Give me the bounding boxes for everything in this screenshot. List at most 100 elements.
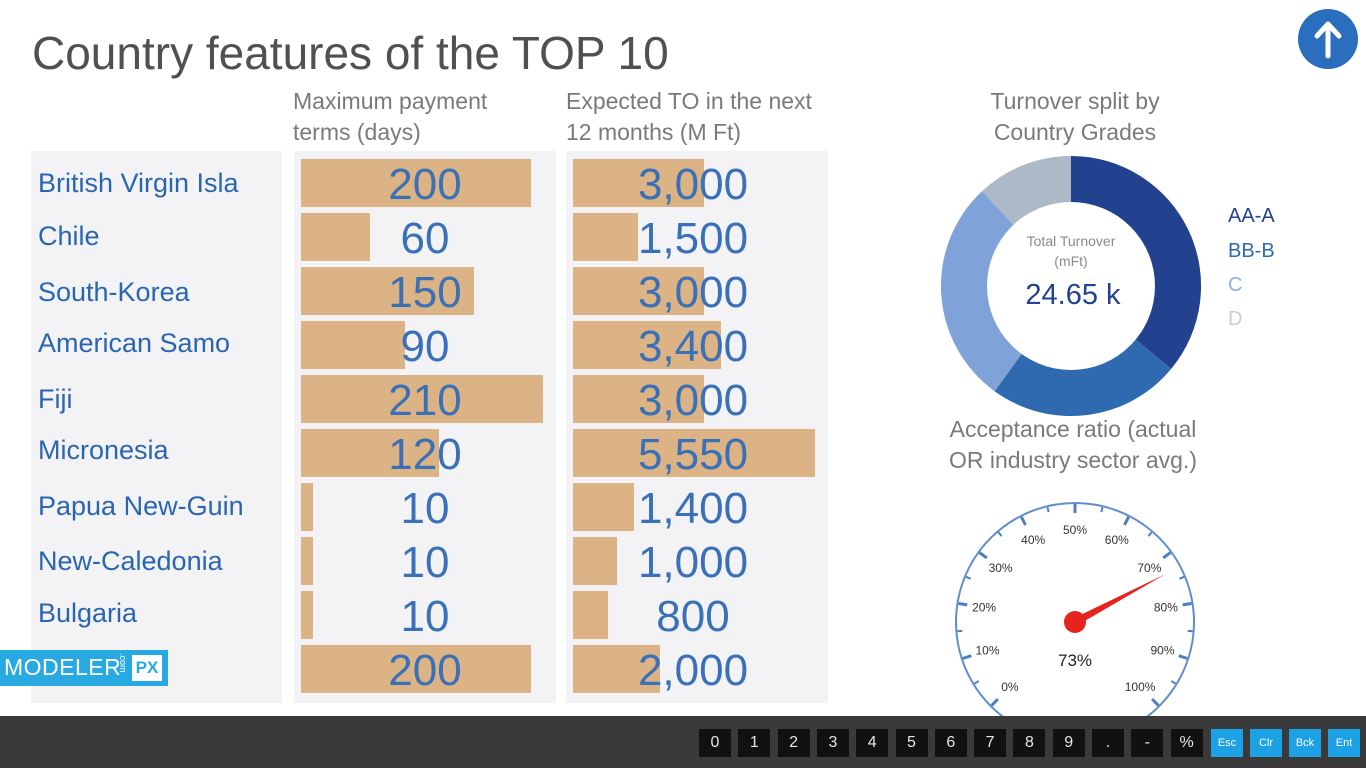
keypad-key[interactable]: 9 — [1052, 729, 1085, 757]
arrow-up-icon — [1314, 21, 1342, 59]
gauge-tick — [1182, 602, 1192, 607]
turnover-value: 5,550 — [637, 430, 749, 479]
payment-value: 200 — [388, 160, 462, 209]
gauge-tick — [965, 575, 971, 580]
gauge-tick — [1162, 551, 1172, 560]
country-name: New-Caledonia — [38, 546, 223, 576]
keypad-esc-button[interactable]: Esc — [1211, 729, 1243, 757]
payment-bar — [301, 429, 439, 477]
country-name: Bulgaria — [38, 598, 138, 628]
gauge-tick-label: 60% — [1105, 533, 1129, 547]
country-name: British Virgin Isla — [38, 168, 239, 198]
gauge-tick-label: 100% — [1125, 680, 1156, 694]
donut-center-value: 24.65 k — [1025, 279, 1121, 311]
payment-bar — [301, 375, 543, 423]
gauge-value-label: 73% — [1058, 651, 1092, 670]
turnover-bar — [573, 537, 617, 585]
payment-bar — [301, 321, 405, 369]
turnover-bar — [573, 375, 704, 423]
keypad-clr-button[interactable]: Clr — [1250, 729, 1282, 757]
gauge-title-line1: Acceptance ratio (actual — [949, 416, 1197, 442]
gauge-tick-label: 30% — [989, 561, 1013, 575]
keypad-key[interactable]: - — [1131, 729, 1164, 757]
gauge-tick-label: 10% — [975, 643, 999, 657]
gauge-tick-label: 20% — [972, 601, 996, 615]
keypad-key[interactable]: % — [1170, 729, 1203, 757]
payment-value: 10 — [400, 484, 450, 533]
legend-item: BB-B — [1228, 240, 1275, 262]
gauge-tick — [978, 551, 988, 560]
modeler-logo: MODELER .com PX — [0, 650, 168, 686]
gauge-tick — [1046, 507, 1050, 513]
payment-value: 60 — [400, 214, 450, 263]
keypad-key[interactable]: 4 — [856, 729, 889, 757]
keypad-key[interactable]: 5 — [895, 729, 928, 757]
gauge-tick — [973, 680, 980, 685]
logo-text: MODELER — [4, 654, 122, 680]
logo-small-text: .com — [118, 653, 128, 673]
keypad-key[interactable]: 1 — [738, 729, 771, 757]
gauge-hub — [1064, 611, 1086, 633]
donut-hole — [987, 202, 1155, 370]
turnover-bar — [573, 213, 638, 261]
gauge-tick — [1147, 531, 1153, 537]
keypad-key[interactable]: 7 — [974, 729, 1007, 757]
donut-title-line2: Country Grades — [993, 119, 1157, 145]
turnover-value: 3,000 — [637, 268, 749, 317]
country-name: Chile — [38, 221, 100, 251]
gauge-tick — [1123, 516, 1130, 526]
gauge-tick — [1151, 698, 1160, 707]
turnover-bar — [573, 321, 721, 369]
turnover-value: 2,000 — [637, 646, 749, 695]
gauge-tick — [1170, 680, 1177, 685]
payment-header-line2: terms (days) — [293, 119, 421, 145]
turnover-value: 800 — [656, 592, 730, 641]
payment-bar — [301, 159, 531, 207]
keypad-ent-button[interactable]: Ent — [1328, 729, 1360, 757]
payment-value: 210 — [388, 376, 462, 425]
payment-value: 120 — [388, 430, 462, 479]
country-name: Fiji — [38, 384, 73, 414]
turnover-bar — [573, 645, 660, 693]
donut-center-label-line2: (mFt) — [1054, 253, 1087, 269]
gauge-tick-label: 90% — [1150, 643, 1174, 657]
gauge-needle — [1073, 574, 1166, 626]
gauge-tick — [1179, 575, 1185, 580]
acceptance-gauge: 0% 10% 20% 30% 40% 50% 60% 70% 80% 90% 100% 73% — [955, 502, 1195, 716]
payment-header: Maximum payment terms (days) — [293, 86, 487, 148]
gauge-tick — [997, 531, 1003, 537]
turnover-value: 3,000 — [637, 376, 749, 425]
donut-center-label-line1: Total Turnover — [1027, 233, 1116, 249]
donut-title: Turnover split by Country Grades — [940, 86, 1210, 148]
gauge-tick-label: 0% — [1001, 680, 1019, 694]
gauge-title-line2: OR industry sector avg.) — [949, 447, 1197, 473]
turnover-bar — [573, 591, 608, 639]
keypad-key[interactable]: 2 — [777, 729, 810, 757]
country-name: Micronesia — [38, 435, 169, 465]
gauge-tick-label: 70% — [1137, 561, 1161, 575]
keypad-key[interactable]: 6 — [934, 729, 967, 757]
turnover-bar — [573, 429, 815, 477]
turnover-header-line1: Expected TO in the next — [566, 88, 812, 114]
keypad-key[interactable]: 0 — [699, 729, 731, 757]
legend-item: D — [1228, 308, 1243, 330]
turnover-value: 1,000 — [637, 538, 749, 587]
turnover-header: Expected TO in the next 12 months (M Ft) — [566, 86, 812, 148]
gauge-dial — [955, 502, 1195, 716]
legend-item: C — [1228, 274, 1243, 296]
keypad-key[interactable]: . — [1092, 729, 1124, 757]
turnover-bar — [573, 159, 704, 207]
keypad-bck-button[interactable]: Bck — [1289, 729, 1321, 757]
country-panel — [31, 151, 282, 703]
scroll-up-button[interactable] — [1298, 9, 1358, 69]
keypad-key[interactable]: 3 — [816, 729, 849, 757]
turnover-bar — [573, 267, 704, 315]
keypad-key[interactable]: 8 — [1013, 729, 1046, 757]
payment-bar — [301, 267, 474, 315]
gauge-tick — [958, 602, 968, 607]
turnover-donut-chart: Total Turnover (mFt) 24.65 k — [940, 155, 1202, 417]
turnover-value: 1,500 — [637, 214, 749, 263]
legend-item: AA-A — [1228, 205, 1275, 227]
payment-bar — [301, 591, 313, 639]
payment-bar — [301, 537, 313, 585]
